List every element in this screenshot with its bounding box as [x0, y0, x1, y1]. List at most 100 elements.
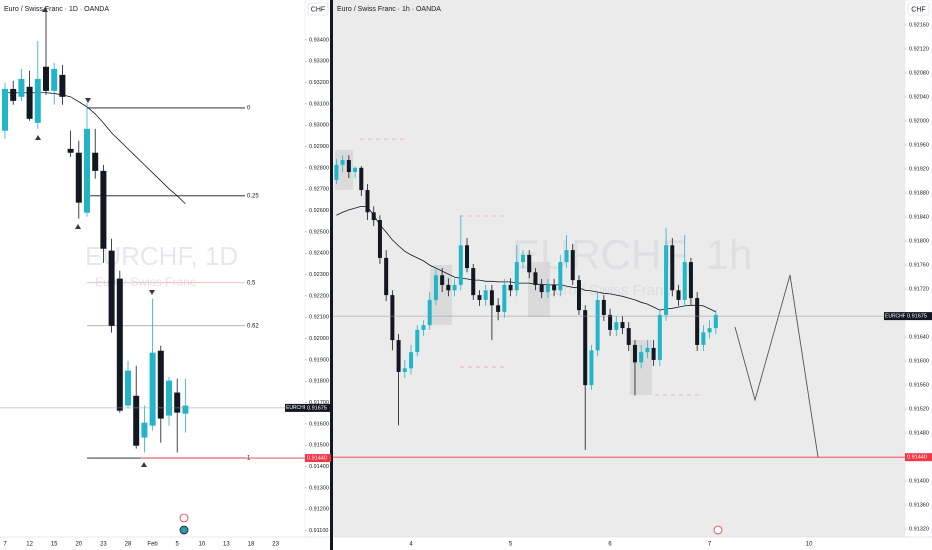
candle-body — [682, 262, 687, 300]
event-icon[interactable] — [713, 525, 723, 535]
y-tick-label: 0.91560 — [909, 383, 929, 389]
ticker-tag-label: EURCHF — [885, 313, 906, 319]
pane-separator — [330, 0, 333, 550]
candle-body — [75, 152, 82, 203]
candle-body — [174, 392, 181, 413]
candle-body — [149, 352, 156, 426]
y-tick-label: 0.93300 — [309, 59, 329, 65]
y-tick-label: 0.91800 — [909, 239, 929, 245]
candle-body — [583, 310, 588, 386]
event-icon[interactable] — [179, 513, 189, 523]
candle-body — [377, 220, 382, 258]
y-tick-label: 0.92900 — [309, 144, 329, 150]
y-tick-label: 0.91360 — [909, 503, 929, 509]
y-tick-label: 0.92000 — [909, 118, 929, 124]
currency-label: CHF — [911, 6, 925, 13]
y-tick-label: 0.91900 — [309, 357, 329, 363]
candle-body — [707, 328, 712, 333]
y-tick-label: 0.92400 — [309, 251, 329, 257]
y-tick-label: 0.93400 — [309, 37, 329, 43]
candle-body — [166, 380, 172, 416]
candle-body — [533, 272, 538, 285]
candle-body — [51, 68, 58, 91]
x-tick-label: 15 — [51, 542, 58, 548]
y-tick-label: 0.92700 — [309, 187, 329, 193]
alert-label: 0.91440 — [907, 455, 927, 461]
candle-body — [402, 368, 407, 372]
candle-body — [508, 284, 513, 291]
candle-body — [502, 284, 507, 312]
candle-body — [2, 88, 8, 131]
candle-body — [552, 284, 557, 291]
y-tick-label: 0.91600 — [309, 421, 329, 427]
right-plot — [333, 0, 905, 537]
candle-body — [558, 262, 563, 291]
y-tick-label: 0.91920 — [909, 167, 929, 173]
candle-body — [359, 167, 364, 191]
candle-body — [10, 88, 17, 101]
x-tick-label: 7 — [3, 542, 7, 548]
currency-button[interactable] — [907, 2, 930, 16]
candle-body — [452, 284, 457, 291]
x-tick-label: 20 — [75, 542, 82, 548]
x-tick-label: 23 — [272, 542, 279, 548]
y-tick-label: 0.92600 — [309, 208, 329, 214]
ticker-tag — [285, 403, 305, 412]
candle-body — [446, 284, 451, 291]
x-tick-label: 5 — [509, 542, 513, 548]
y-tick-label: 0.93000 — [309, 123, 329, 129]
x-tick-label: 18 — [248, 542, 255, 548]
x-tick-label: 4 — [409, 542, 413, 548]
candle-body — [84, 128, 90, 213]
x-tick-label: 28 — [125, 542, 132, 548]
marker — [149, 290, 155, 295]
candle-body — [92, 152, 99, 171]
y-tick-label: 0.92800 — [309, 165, 329, 171]
candle-body — [340, 160, 345, 165]
watermark-symbol: EURCHF, 1h — [512, 231, 752, 278]
y-tick-label: 0.91760 — [909, 263, 929, 269]
candle-body — [396, 340, 401, 372]
fib-level-label: 0.25 — [247, 193, 259, 199]
chart-title: Euro / Swiss Franc · 1D · OANDA — [4, 6, 109, 13]
y-tick-label: 0.91480 — [909, 431, 929, 437]
candle-body — [18, 78, 25, 97]
marker — [75, 224, 81, 229]
y-tick-label: 0.92100 — [309, 315, 329, 321]
candle-body — [514, 262, 519, 291]
y-tick-label: 0.91300 — [309, 485, 329, 491]
y-tick-label: 0.92040 — [909, 94, 929, 100]
event-icon[interactable] — [179, 525, 189, 535]
y-tick-label: 0.92120 — [909, 46, 929, 52]
last-price-label: 0.91675 — [907, 314, 927, 320]
candle-body — [415, 329, 420, 353]
y-tick-label: 0.92160 — [909, 22, 929, 28]
candle-body — [626, 328, 631, 345]
projection-drawing — [734, 274, 819, 458]
fib-level-label: 0.62 — [247, 323, 259, 329]
y-tick-label: 0.91800 — [309, 379, 329, 385]
marker — [141, 462, 147, 467]
candle-body — [564, 250, 569, 263]
candle-body — [688, 262, 693, 299]
ticker-tag-label: EURCHF — [286, 405, 307, 411]
candle-body — [539, 284, 544, 293]
candle-body — [116, 278, 123, 411]
candle-body — [657, 314, 662, 360]
fib-level-label: 0.5 — [247, 280, 256, 286]
last-price-label: 0.91675 — [307, 405, 327, 411]
y-tick-label: 0.91840 — [909, 215, 929, 221]
candle-body — [471, 268, 476, 296]
candle-body — [440, 275, 445, 285]
y-tick-label: 0.91960 — [909, 143, 929, 149]
candle-body — [614, 322, 619, 330]
candle-body — [527, 254, 532, 273]
x-tick-label: 10 — [198, 542, 205, 548]
currency-button[interactable] — [307, 2, 329, 16]
x-tick-label: 10 — [806, 542, 813, 548]
candle-body — [713, 314, 718, 329]
candle-body — [601, 299, 606, 315]
candle-body — [108, 250, 115, 326]
